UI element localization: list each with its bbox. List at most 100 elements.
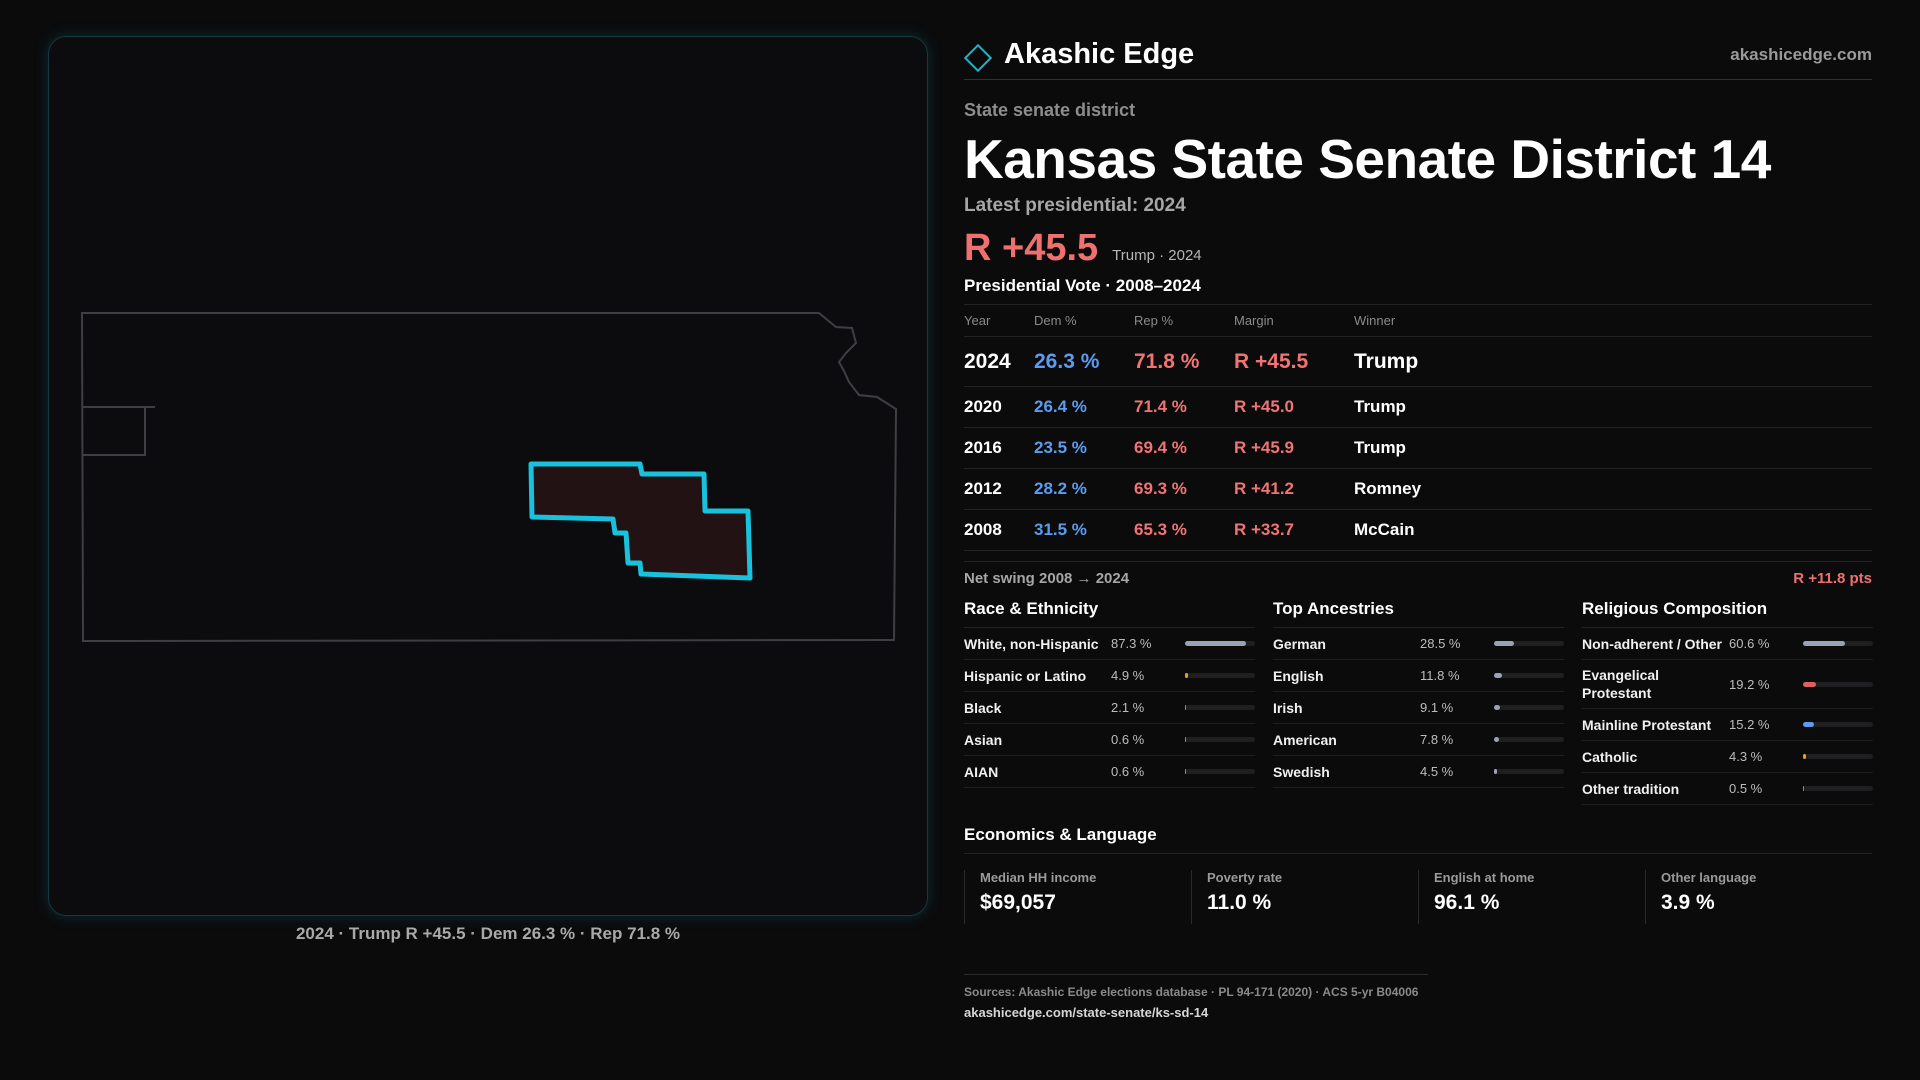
demo-row: Black 2.1 %: [964, 692, 1255, 724]
demo-row: Irish 9.1 %: [1273, 692, 1564, 724]
econ-cell-poverty: Poverty rate 11.0 %: [1191, 870, 1418, 924]
map-caption: 2024 · Trump R +45.5 · Dem 26.3 % · Rep …: [295, 924, 681, 943]
demo-bar-track: [1185, 705, 1255, 710]
demo-bar-fill: [1185, 737, 1186, 742]
demo-bar-track: [1803, 681, 1873, 687]
demo-bar-track: [1494, 737, 1564, 742]
econ-value: $69,057: [980, 891, 1056, 914]
econ-label: Poverty rate: [1207, 870, 1283, 885]
row-year: 2012: [964, 468, 1034, 510]
district-map[interactable]: [49, 37, 929, 917]
demo-bar-track: [1494, 641, 1564, 646]
demo-label: Evangelical Protestant: [1582, 667, 1660, 701]
demo-label: German: [1273, 635, 1326, 652]
econ-label: English at home: [1434, 870, 1535, 885]
sources-link[interactable]: akashicedge.com/state-senate/ks-sd-14: [964, 1005, 1209, 1020]
demo-pct: 87.3 %: [1111, 636, 1152, 651]
demo-bar-track: [1185, 737, 1255, 742]
headline-margin-row: R +45.5 Trump · 2024: [964, 227, 1872, 270]
demo-label: Mainline Protestant: [1582, 716, 1712, 733]
demo-bar-fill: [1494, 673, 1503, 678]
demo-label: English: [1273, 667, 1324, 684]
demo-label: Black: [964, 699, 1002, 716]
demo-row: Asian 0.6 %: [964, 724, 1255, 756]
demo-pct: 4.3 %: [1729, 749, 1763, 764]
demo-row: English 11.8 %: [1273, 660, 1564, 692]
row-dem: 26.3 %: [1034, 336, 1134, 387]
table-row: 2024 26.3 % 71.8 % R +45.5 Trump: [964, 336, 1872, 387]
race-ethnicity-title: Race & Ethnicity: [964, 599, 1255, 628]
demo-pct: 7.8 %: [1420, 732, 1454, 747]
sources-line: Sources: Akashic Edge elections database…: [964, 985, 1419, 999]
demo-bar-track: [1803, 786, 1873, 791]
demo-row: Hispanic or Latino 4.9 %: [964, 660, 1255, 692]
district-type: State senate district: [964, 100, 1136, 120]
row-dem: 28.2 %: [1034, 468, 1134, 510]
row-year: 2024: [964, 336, 1034, 387]
row-margin: R +45.9: [1234, 427, 1354, 469]
headline-margin: R +45.5: [964, 227, 1099, 269]
presidential-vote-title: Presidential Vote · 2008–2024: [964, 276, 1872, 305]
demo-bar-fill: [1803, 786, 1804, 791]
brand-url[interactable]: akashicedge.com: [1730, 44, 1872, 64]
demo-label: White, non-Hispanic: [964, 635, 1099, 652]
econ-value: 96.1 %: [1434, 891, 1500, 914]
row-margin: R +45.0: [1234, 386, 1354, 428]
economics-grid: Median HH income $69,057 Poverty rate 11…: [964, 870, 1872, 924]
net-swing-label: Net swing 2008 → 2024: [964, 570, 1130, 587]
demo-pct: 19.2 %: [1729, 676, 1770, 692]
demo-bar-track: [1185, 673, 1255, 678]
demo-bar-fill: [1185, 769, 1186, 774]
demo-bar-fill: [1803, 641, 1846, 646]
demo-pct: 2.1 %: [1111, 700, 1145, 715]
row-margin: R +33.7: [1234, 509, 1354, 551]
demo-bar-track: [1803, 641, 1873, 646]
ancestries-title: Top Ancestries: [1273, 599, 1564, 628]
row-rep: 69.3 %: [1134, 468, 1234, 510]
demo-pct: 9.1 %: [1420, 700, 1454, 715]
diamond-logo-icon: [963, 43, 993, 72]
page-title: Kansas State Senate District 14: [964, 128, 1771, 190]
row-winner: Trump: [1354, 427, 1872, 469]
demo-bar-fill: [1494, 769, 1498, 774]
demo-pct: 60.6 %: [1729, 636, 1770, 651]
header-dem: Dem %: [1034, 305, 1134, 337]
row-rep: 65.3 %: [1134, 509, 1234, 551]
demo-pct: 4.5 %: [1420, 764, 1454, 779]
econ-value: 3.9 %: [1661, 891, 1715, 914]
demo-row: Swedish 4.5 %: [1273, 756, 1564, 788]
district-shape[interactable]: [528, 461, 753, 581]
demo-row: Other tradition 0.5 %: [1582, 773, 1873, 805]
brand[interactable]: Akashic Edge: [963, 38, 1195, 72]
map-panel[interactable]: [48, 36, 928, 916]
table-row: 2020 26.4 % 71.4 % R +45.0 Trump: [964, 386, 1872, 428]
sources: Sources: Akashic Edge elections database…: [964, 974, 1428, 1020]
info-panel: Akashic Edge akashicedge.com State senat…: [963, 30, 1873, 1020]
demo-row: Mainline Protestant 15.2 %: [1582, 709, 1873, 741]
table-row: 2012 28.2 % 69.3 % R +41.2 Romney: [964, 468, 1872, 510]
demographics-grid: Race & Ethnicity White, non-Hispanic 87.3…: [964, 599, 1873, 805]
ancestries-section: Top Ancestries German 28.5 % English 11.8 %…: [1273, 599, 1564, 805]
demo-row: White, non-Hispanic 87.3 %: [964, 628, 1255, 660]
demo-pct: 11.8 %: [1420, 668, 1460, 683]
brand-name: Akashic Edge: [1004, 38, 1195, 70]
row-rep: 71.8 %: [1134, 336, 1234, 387]
religion-title: Religious Composition: [1582, 599, 1873, 628]
row-dem: 31.5 %: [1034, 509, 1134, 551]
demo-label: AIAN: [964, 763, 999, 780]
table-header-row: Year Dem % Rep % Margin Winner: [964, 305, 1872, 337]
demo-bar-track: [1185, 769, 1255, 774]
demo-bar-fill: [1803, 754, 1806, 759]
demo-bar-fill: [1185, 641, 1247, 646]
demo-bar-fill: [1803, 681, 1817, 687]
demo-bar-fill: [1803, 722, 1814, 727]
demo-bar-fill: [1494, 641, 1514, 646]
demo-label: Hispanic or Latino: [964, 667, 1087, 684]
row-year: 2020: [964, 386, 1034, 428]
demo-bar-fill: [1494, 705, 1501, 710]
demo-label: American: [1273, 731, 1337, 748]
row-winner: McCain: [1354, 509, 1872, 551]
row-dem: 23.5 %: [1034, 427, 1134, 469]
demo-bar-fill: [1185, 673, 1189, 678]
econ-value: 11.0 %: [1207, 891, 1272, 914]
